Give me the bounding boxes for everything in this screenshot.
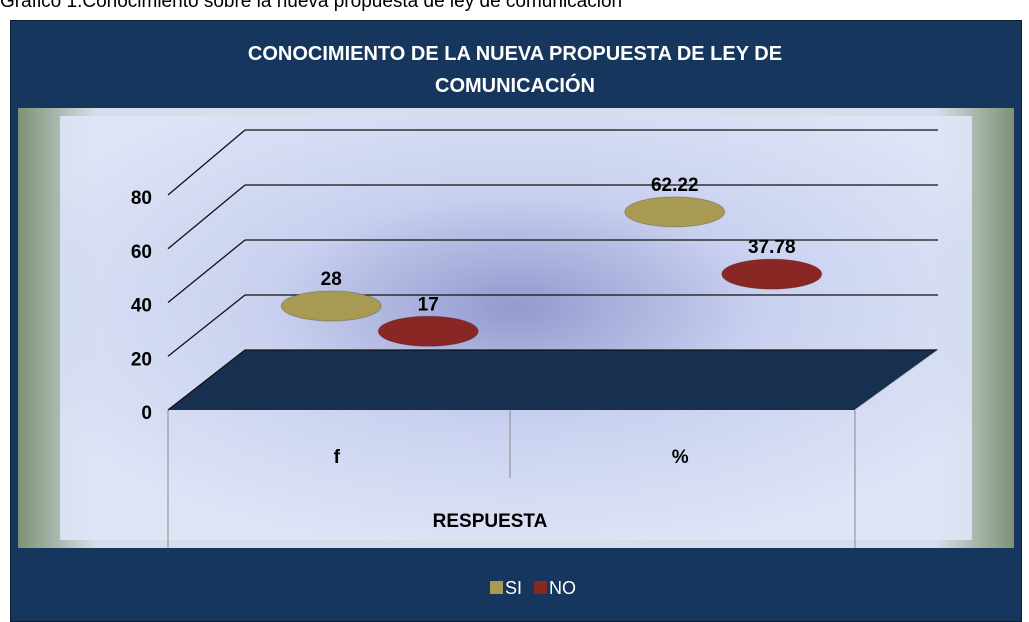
floor (168, 350, 938, 410)
grid-line (167, 294, 246, 357)
grid-line (167, 239, 246, 304)
grid-line (167, 129, 246, 196)
legend-swatch (534, 581, 548, 594)
legend-swatch (490, 581, 503, 594)
x-tick-label: % (672, 447, 689, 468)
data-label: 28 (321, 269, 342, 290)
grid-line (167, 349, 246, 411)
data-label: 17 (418, 294, 439, 315)
bar-top (377, 315, 479, 347)
bar-top (721, 258, 823, 290)
chart-title: CONOCIMIENTO DE LA NUEVA PROPUESTA DE LE… (247, 43, 783, 97)
x-tick-label: f (334, 447, 341, 468)
y-tick-label: 0 (141, 403, 152, 424)
grid-line (167, 184, 246, 250)
caption: Gráfico 1.Conocimiento sobre la nueva pr… (0, 0, 623, 12)
legend-label: SI (505, 578, 522, 598)
bar-top (624, 196, 726, 228)
x-axis-title: RESPUESTA (433, 511, 548, 532)
plot-inner (60, 116, 972, 540)
y-tick-label: 40 (131, 296, 152, 317)
y-tick-label: 60 (131, 242, 152, 263)
floor-edge (854, 349, 939, 411)
data-label: 62.22 (651, 175, 699, 196)
bar-top (280, 290, 382, 322)
legend-label: NO (549, 578, 576, 598)
y-tick-label: 80 (131, 188, 152, 209)
y-tick-label: 20 (131, 349, 152, 370)
data-label: 37.78 (748, 237, 796, 258)
